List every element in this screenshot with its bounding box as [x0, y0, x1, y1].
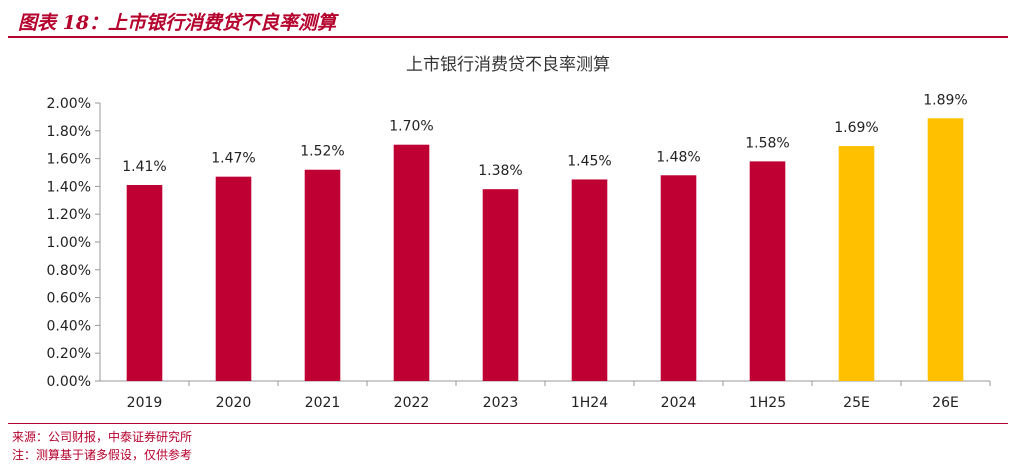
assumption-note: 注：测算基于诸多假设，仅供参考	[12, 448, 193, 462]
bar-data-label: 1.52%	[300, 144, 344, 160]
chart-axes: 0.00% 0.20% 0.40% 0.60% 0.80% 1.00% 1.20% 1.40%…	[47, 96, 991, 411]
y-tick-label: 1.60%	[47, 152, 91, 168]
footer-divider	[8, 423, 1008, 424]
bar-data-label: 1.89%	[923, 92, 967, 108]
bar	[749, 161, 786, 381]
bar-data-label: 1.70%	[389, 119, 433, 135]
x-tick-label: 2021	[305, 395, 341, 411]
figure-title: 图表 18：上市银行消费贷不良率测算	[18, 12, 337, 34]
y-tick-label: 2.00%	[47, 96, 91, 112]
bar-data-label: 1.58%	[745, 135, 789, 151]
x-tick-label: 1H25	[749, 395, 786, 411]
source-note: 来源：公司财报，中泰证券研究所	[12, 430, 193, 444]
y-tick-label: 0.20%	[47, 346, 91, 362]
y-tick-label: 1.00%	[47, 235, 91, 251]
x-tick-label: 2019	[127, 395, 163, 411]
y-tick-label: 0.60%	[47, 291, 91, 307]
x-tick-label: 26E	[932, 395, 959, 411]
bar	[304, 169, 341, 381]
bar-data-label: 1.41%	[122, 159, 166, 175]
y-tick-label: 1.20%	[47, 207, 91, 223]
x-tick-label: 1H24	[571, 395, 608, 411]
y-tick-label: 0.00%	[47, 374, 91, 390]
y-tick-label: 1.80%	[47, 124, 91, 140]
bar	[927, 118, 964, 381]
bar-data-label: 1.47%	[211, 151, 255, 167]
bar	[215, 176, 252, 381]
title-divider	[8, 36, 1008, 38]
bar-data-label: 1.69%	[834, 120, 878, 136]
bar	[838, 146, 875, 381]
x-tick-label: 2022	[394, 395, 430, 411]
bar	[393, 144, 430, 381]
bar-data-label: 1.45%	[567, 153, 611, 169]
chart-title: 上市银行消费贷不良率测算	[406, 55, 610, 75]
bar	[571, 179, 608, 381]
x-tick-label: 2023	[483, 395, 519, 411]
bar	[126, 185, 163, 381]
y-tick-label: 0.80%	[47, 263, 91, 279]
bar-data-label: 1.38%	[478, 163, 522, 179]
bar-data-label: 1.48%	[656, 149, 700, 165]
x-tick-label: 2020	[216, 395, 252, 411]
bar	[660, 175, 697, 381]
bar	[482, 189, 519, 381]
x-tick-label: 2024	[661, 395, 697, 411]
bar-chart: 上市银行消费贷不良率测算 0.00% 0.20% 0.40% 0.60% 0.80% 1.…	[47, 55, 991, 411]
y-tick-label: 1.40%	[47, 179, 91, 195]
y-tick-label: 0.40%	[47, 318, 91, 334]
x-tick-label: 25E	[843, 395, 870, 411]
bar-series: 1.41% 1.47% 1.52% 1.70% 1.38% 1.45% 1.48% 1.58%…	[122, 92, 968, 381]
